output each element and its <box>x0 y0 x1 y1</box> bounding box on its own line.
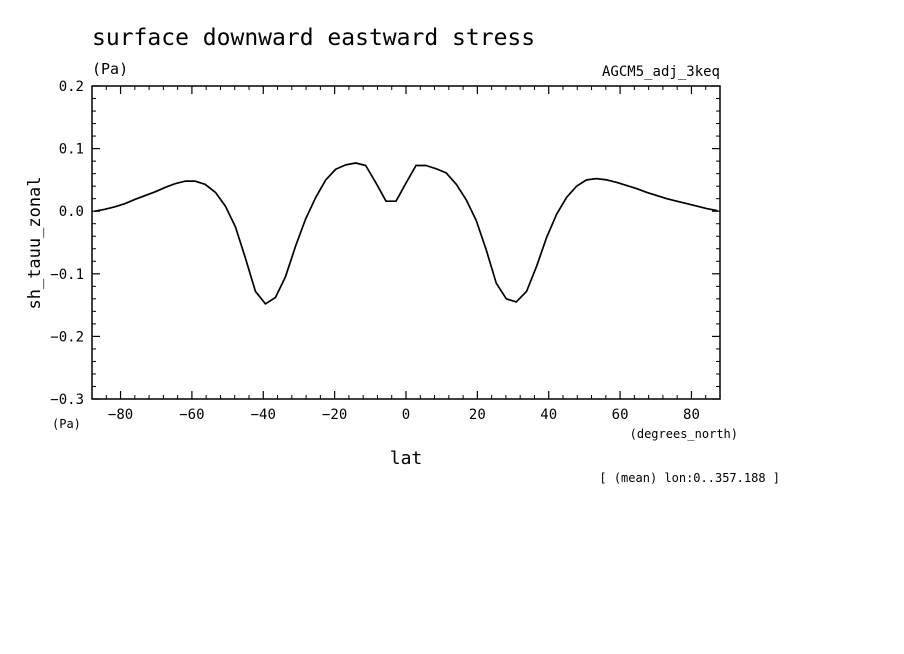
data-point <box>485 249 487 251</box>
data-point <box>505 298 507 300</box>
series-points <box>94 162 718 305</box>
subset-note: [ (mean) lon:0..357.188 ] <box>599 471 780 485</box>
data-point <box>315 196 317 199</box>
data-point <box>144 194 146 197</box>
data-point <box>154 191 156 193</box>
data-point <box>646 191 648 194</box>
x-axis-label: lat <box>390 448 423 469</box>
data-point <box>415 164 417 167</box>
data-point <box>686 203 688 205</box>
data-point <box>656 194 658 197</box>
data-point <box>234 226 237 228</box>
data-point <box>284 276 286 278</box>
x-tick-label: 40 <box>540 407 557 423</box>
x-tick-label: −80 <box>108 407 133 423</box>
data-point <box>435 168 437 170</box>
data-point <box>395 200 397 202</box>
data-point <box>595 178 598 180</box>
data-point <box>535 265 538 267</box>
data-point <box>666 198 668 200</box>
x-tick-label: 20 <box>469 407 486 423</box>
x-axis: −80 −60 −40 −20 0 20 40 60 80 <box>108 86 700 423</box>
y-tick-label: −0.3 <box>50 392 84 408</box>
data-point <box>204 183 206 185</box>
units-label: (Pa) <box>92 60 128 78</box>
data-point <box>716 209 718 212</box>
data-point <box>706 208 708 210</box>
data-point <box>405 182 407 184</box>
data-point <box>375 182 377 184</box>
data-point <box>335 168 337 170</box>
y-units-corner: (Pa) <box>52 417 81 431</box>
x-tick-label: −20 <box>322 407 347 423</box>
data-point <box>174 183 176 185</box>
series-line <box>94 162 718 305</box>
data-point <box>495 282 497 284</box>
data-point <box>636 188 638 190</box>
y-tick-label: 0.0 <box>59 204 84 220</box>
data-point <box>676 200 678 202</box>
minor-ticks <box>91 86 721 399</box>
y-tick-label: −0.1 <box>50 267 84 283</box>
x-tick-label: −40 <box>251 407 276 423</box>
data-point <box>465 199 467 201</box>
data-point <box>254 290 257 292</box>
data-point <box>274 296 277 299</box>
data-point <box>445 172 447 174</box>
data-point <box>515 301 517 303</box>
data-point <box>325 179 327 181</box>
plot-frame <box>91 85 721 400</box>
data-point <box>224 205 227 207</box>
y-tick-label: 0.1 <box>59 142 84 158</box>
data-point <box>606 179 608 181</box>
data-point <box>696 205 698 207</box>
data-point <box>585 179 588 181</box>
data-point <box>565 196 568 199</box>
y-tick-label: 0.2 <box>59 79 84 95</box>
experiment-label: AGCM5_adj_3keq <box>602 64 720 80</box>
data-point <box>355 162 357 164</box>
data-point <box>114 206 116 208</box>
x-tick-label: −60 <box>179 407 204 423</box>
data-point <box>545 236 548 239</box>
data-point <box>124 203 126 205</box>
data-point <box>214 191 217 194</box>
data-point <box>385 200 387 202</box>
data-point <box>184 180 186 182</box>
y-axis: −0.3 −0.2 −0.1 0.0 0.1 0.2 <box>50 79 720 408</box>
x-tick-label: 0 <box>402 407 410 423</box>
data-point <box>164 186 166 189</box>
data-point <box>134 198 136 200</box>
x-units: (degrees_north) <box>630 427 738 441</box>
data-point <box>94 210 96 212</box>
data-point <box>626 184 628 187</box>
data-point <box>575 185 578 187</box>
data-point <box>616 181 618 184</box>
data-point <box>104 208 106 210</box>
data-point <box>345 164 347 166</box>
data-point <box>264 303 267 305</box>
data-point <box>194 180 196 182</box>
data-point <box>475 219 477 222</box>
data-point <box>455 183 457 185</box>
chart-title: surface downward eastward stress <box>92 25 535 51</box>
data-point <box>295 245 297 247</box>
data-point <box>425 164 427 167</box>
data-point <box>305 218 307 220</box>
data-point <box>365 164 367 167</box>
data-point <box>555 213 558 215</box>
x-tick-label: 60 <box>612 407 629 423</box>
x-tick-label: 80 <box>683 407 700 423</box>
y-axis-label: sh_tauu_zonal <box>25 176 45 309</box>
data-point <box>526 290 528 292</box>
data-point <box>244 257 247 259</box>
y-tick-label: −0.2 <box>50 329 84 345</box>
